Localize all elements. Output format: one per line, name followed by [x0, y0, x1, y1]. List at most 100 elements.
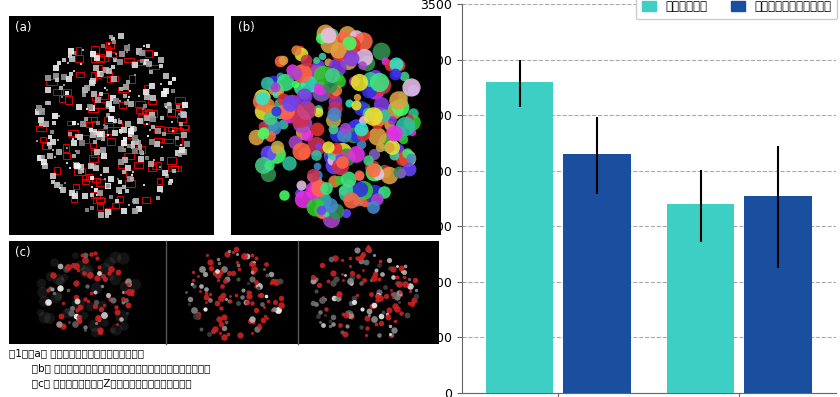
Bar: [61, 89, 71, 95]
Bar: [142, 197, 150, 203]
Bar: [144, 118, 149, 124]
Bar: [97, 54, 104, 62]
Bar: [667, 204, 734, 393]
Bar: [149, 65, 159, 69]
FancyBboxPatch shape: [8, 241, 438, 344]
Bar: [165, 127, 175, 133]
Bar: [81, 135, 89, 143]
Bar: [74, 168, 85, 175]
Bar: [180, 125, 188, 131]
Bar: [89, 155, 97, 162]
Bar: [53, 89, 63, 96]
Bar: [162, 139, 173, 143]
Bar: [146, 110, 157, 117]
Bar: [118, 87, 128, 92]
FancyBboxPatch shape: [8, 15, 214, 235]
Bar: [486, 82, 554, 393]
Bar: [101, 93, 108, 99]
Bar: [142, 109, 152, 114]
Bar: [168, 127, 176, 131]
Y-axis label: 細胞数: 細胞数: [402, 186, 416, 211]
Bar: [93, 197, 104, 203]
Bar: [175, 137, 182, 145]
Bar: [94, 102, 104, 108]
Text: (b): (b): [238, 21, 255, 35]
Bar: [36, 126, 46, 131]
Bar: [148, 99, 156, 104]
Bar: [123, 139, 134, 144]
Bar: [91, 72, 97, 80]
Bar: [154, 126, 164, 131]
Bar: [97, 66, 102, 71]
Bar: [118, 162, 125, 168]
Bar: [97, 129, 107, 136]
Bar: [138, 114, 145, 119]
Legend: 手動カウント, システムによるカウント: 手動カウント, システムによるカウント: [636, 0, 837, 19]
Bar: [104, 46, 110, 50]
Bar: [108, 138, 115, 145]
Bar: [144, 111, 154, 118]
Bar: [136, 108, 144, 114]
Bar: [171, 166, 181, 172]
Bar: [176, 104, 182, 108]
Bar: [91, 57, 97, 62]
Bar: [75, 54, 83, 62]
Text: 囲1：（a） スフェロイド内の細胞識別の画像: 囲1：（a） スフェロイド内の細胞識別の画像: [8, 348, 144, 358]
Bar: [119, 102, 125, 108]
Bar: [68, 130, 78, 136]
Bar: [76, 72, 84, 77]
Bar: [40, 137, 46, 142]
Bar: [96, 198, 105, 202]
Bar: [176, 110, 181, 118]
Bar: [63, 153, 70, 158]
Bar: [155, 138, 164, 143]
Bar: [73, 185, 79, 189]
Bar: [105, 208, 111, 214]
Bar: [86, 173, 92, 181]
Bar: [123, 153, 134, 159]
Bar: [172, 128, 182, 133]
Bar: [110, 76, 118, 81]
Bar: [54, 167, 60, 174]
Bar: [103, 117, 114, 123]
Bar: [88, 108, 97, 112]
Bar: [136, 146, 144, 153]
Bar: [129, 75, 135, 83]
Bar: [92, 178, 100, 182]
Bar: [168, 166, 178, 171]
Bar: [97, 204, 103, 210]
Bar: [96, 179, 105, 186]
Bar: [134, 162, 144, 168]
Bar: [137, 60, 146, 65]
Bar: [86, 122, 92, 127]
Bar: [177, 115, 186, 121]
Bar: [42, 143, 50, 149]
Bar: [95, 73, 101, 78]
Bar: [97, 56, 108, 61]
Bar: [91, 192, 100, 198]
Bar: [108, 52, 116, 58]
Bar: [82, 175, 87, 179]
Bar: [112, 203, 119, 208]
Bar: [90, 143, 96, 148]
Bar: [113, 122, 122, 127]
Bar: [92, 150, 102, 157]
Bar: [167, 109, 176, 116]
Bar: [167, 157, 176, 164]
Bar: [135, 101, 145, 107]
Bar: [157, 178, 162, 184]
Bar: [46, 79, 56, 85]
Bar: [76, 47, 81, 55]
Bar: [107, 76, 112, 82]
Bar: [117, 197, 123, 202]
Bar: [87, 117, 97, 122]
Text: （b） 擬似カラーで示されたスフェロイド内の細胞識別の画像: （b） 擬似カラーで示されたスフェロイド内の細胞識別の画像: [8, 364, 210, 374]
Bar: [92, 94, 98, 100]
Bar: [124, 181, 135, 187]
Text: (a): (a): [15, 21, 32, 35]
Bar: [92, 46, 98, 53]
Bar: [181, 125, 188, 129]
Bar: [124, 58, 134, 62]
Bar: [106, 42, 114, 48]
Bar: [59, 95, 66, 102]
